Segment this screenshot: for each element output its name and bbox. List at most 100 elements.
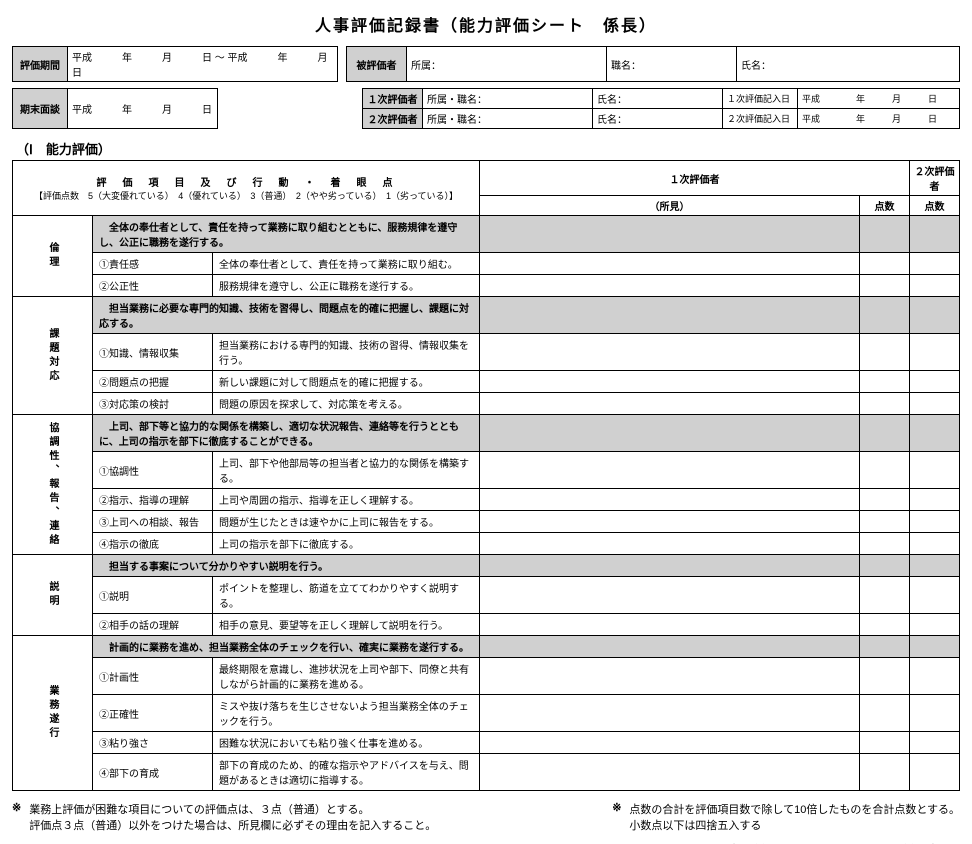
shoken-cell[interactable] bbox=[480, 695, 860, 732]
shoken-cell[interactable] bbox=[480, 275, 860, 297]
score-cell[interactable] bbox=[860, 533, 910, 555]
category-label: 協調性、報告、連絡 bbox=[13, 415, 93, 555]
category-label: 倫理 bbox=[13, 216, 93, 297]
item-desc: ミスや抜け落ちを生じさせないよう担当業務全体のチェックを行う。 bbox=[213, 695, 480, 732]
score-cell[interactable] bbox=[860, 754, 910, 791]
score-cell[interactable] bbox=[910, 393, 960, 415]
e1-dept: 所属・職名： bbox=[423, 89, 593, 109]
score-cell[interactable] bbox=[910, 577, 960, 614]
period-table: 評価期間 平成 年 月 日 ～ 平成 年 月 日 bbox=[12, 46, 338, 82]
category-heading: 担当業務に必要な専門的知識、技術を習得し、問題点を的確に把握し、課題に対応する。 bbox=[93, 297, 480, 334]
score2-header: 点数 bbox=[910, 196, 960, 216]
shoken-cell[interactable] bbox=[480, 732, 860, 754]
shoken-cell[interactable] bbox=[480, 334, 860, 371]
item-name: ③上司への相談、報告 bbox=[93, 511, 213, 533]
shoken-cell[interactable] bbox=[480, 614, 860, 636]
score-cell[interactable] bbox=[910, 732, 960, 754]
shoken-cell[interactable] bbox=[480, 253, 860, 275]
score-cell bbox=[910, 216, 960, 253]
shoken-cell[interactable] bbox=[480, 511, 860, 533]
evaluee-label: 被評価者 bbox=[347, 47, 407, 82]
score-cell bbox=[910, 297, 960, 334]
interview-table: 期末面談 平成 年 月 日 bbox=[12, 88, 218, 129]
score-cell[interactable] bbox=[860, 334, 910, 371]
score-cell bbox=[860, 636, 910, 658]
period-value: 平成 年 月 日 ～ 平成 年 月 日 bbox=[68, 47, 338, 82]
category-label: 説明 bbox=[13, 555, 93, 636]
item-desc: ポイントを整理し、筋道を立ててわかりやすく説明する。 bbox=[213, 577, 480, 614]
score-cell[interactable] bbox=[910, 533, 960, 555]
score-cell[interactable] bbox=[860, 393, 910, 415]
shoken-cell[interactable] bbox=[480, 533, 860, 555]
e1-label: １次評価者 bbox=[363, 89, 423, 109]
item-name: ②公正性 bbox=[93, 275, 213, 297]
score-cell[interactable] bbox=[910, 253, 960, 275]
score-cell[interactable] bbox=[860, 658, 910, 695]
score-cell[interactable] bbox=[860, 371, 910, 393]
shoken-cell[interactable] bbox=[480, 452, 860, 489]
score-cell[interactable] bbox=[860, 614, 910, 636]
e2-header: ２次評価者 bbox=[910, 161, 960, 196]
shoken-header: （所見） bbox=[480, 196, 860, 216]
shoken-cell[interactable] bbox=[480, 393, 860, 415]
item-name: ②相手の話の理解 bbox=[93, 614, 213, 636]
evaluation-table: 評 価 項 目 及 び 行 動 ・ 着 眼 点 【評価点数 5（大変優れている）… bbox=[12, 160, 960, 791]
category-label: 業務遂行 bbox=[13, 636, 93, 791]
score-cell[interactable] bbox=[910, 452, 960, 489]
shoken-cell bbox=[480, 555, 860, 577]
score-cell bbox=[910, 555, 960, 577]
item-name: ④部下の育成 bbox=[93, 754, 213, 791]
calc-area: 点数の合計 ÷ 15 × 10 ＝ 合計点数 bbox=[721, 841, 960, 844]
item-desc: 服務規律を遵守し、公正に職務を遂行する。 bbox=[213, 275, 480, 297]
score-cell[interactable] bbox=[910, 371, 960, 393]
score-cell[interactable] bbox=[910, 275, 960, 297]
item-name: ①知識、情報収集 bbox=[93, 334, 213, 371]
item-desc: 問題が生じたときは速やかに上司に報告をする。 bbox=[213, 511, 480, 533]
interview-label: 期末面談 bbox=[13, 89, 68, 129]
score-cell[interactable] bbox=[910, 695, 960, 732]
score-cell[interactable] bbox=[860, 511, 910, 533]
shoken-cell[interactable] bbox=[480, 658, 860, 695]
score-cell bbox=[860, 415, 910, 452]
score-cell[interactable] bbox=[860, 275, 910, 297]
evaluee-name: 氏名： bbox=[737, 47, 960, 82]
score-cell[interactable] bbox=[860, 695, 910, 732]
e2-date: 平成 年 月 日 bbox=[798, 109, 960, 129]
item-desc: 相手の意見、要望等を正しく理解して説明を行う。 bbox=[213, 614, 480, 636]
score-cell bbox=[910, 636, 960, 658]
score-cell[interactable] bbox=[910, 614, 960, 636]
note-right1: 点数の合計を評価項目数で除して10倍したものを合計点数とする。 bbox=[629, 801, 960, 817]
category-label: 課題対応 bbox=[13, 297, 93, 415]
score-cell[interactable] bbox=[910, 511, 960, 533]
e2-name: 氏名： bbox=[593, 109, 723, 129]
score-cell[interactable] bbox=[860, 489, 910, 511]
category-heading: 全体の奉仕者として、責任を持って業務に取り組むとともに、服務規律を遵守し、公正に… bbox=[93, 216, 480, 253]
item-name: ①説明 bbox=[93, 577, 213, 614]
score-cell[interactable] bbox=[910, 489, 960, 511]
shoken-cell[interactable] bbox=[480, 754, 860, 791]
category-heading: 上司、部下等と協力的な関係を構築し、適切な状況報告、連絡等を行うとともに、上司の… bbox=[93, 415, 480, 452]
score-cell[interactable] bbox=[860, 577, 910, 614]
score-cell[interactable] bbox=[910, 658, 960, 695]
shoken-cell[interactable] bbox=[480, 371, 860, 393]
item-name: ②問題点の把握 bbox=[93, 371, 213, 393]
sum-label: 点数の合計 bbox=[721, 841, 781, 844]
score-cell[interactable] bbox=[860, 732, 910, 754]
interview-value: 平成 年 月 日 bbox=[68, 89, 218, 129]
shoken-cell[interactable] bbox=[480, 577, 860, 614]
e2-dept: 所属・職名： bbox=[423, 109, 593, 129]
note-mark: ※ bbox=[12, 801, 21, 833]
total-label: 合計点数 bbox=[900, 841, 960, 844]
score-cell[interactable] bbox=[910, 334, 960, 371]
evaluators-table: １次評価者 所属・職名： 氏名： １次評価記入日 平成 年 月 日 ２次評価者 … bbox=[362, 88, 960, 129]
item-name: ①協調性 bbox=[93, 452, 213, 489]
score-cell[interactable] bbox=[910, 754, 960, 791]
e1-header: １次評価者 bbox=[480, 161, 910, 196]
items-header: 評 価 項 目 及 び 行 動 ・ 着 眼 点 bbox=[17, 174, 475, 189]
score-cell[interactable] bbox=[860, 452, 910, 489]
note-left2: 評価点３点（普通）以外をつけた場合は、所見欄に必ずその理由を記入すること。 bbox=[29, 817, 436, 833]
score-cell bbox=[910, 415, 960, 452]
shoken-cell[interactable] bbox=[480, 489, 860, 511]
score-cell[interactable] bbox=[860, 253, 910, 275]
item-desc: 問題の原因を探求して、対応策を考える。 bbox=[213, 393, 480, 415]
